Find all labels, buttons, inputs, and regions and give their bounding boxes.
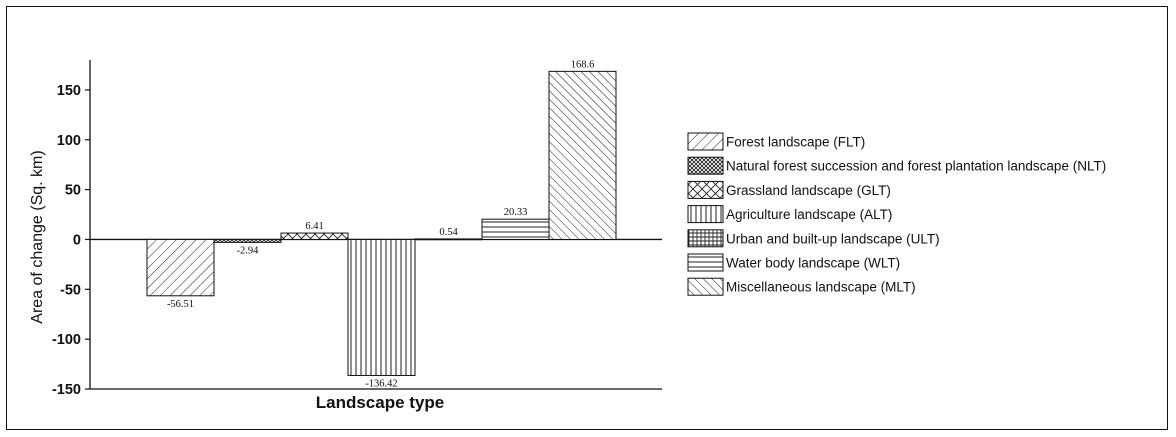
bar-value-label: -56.51 <box>167 299 194 310</box>
y-axis-title: Area of change (Sq. km) <box>29 150 46 323</box>
legend-swatch <box>687 253 724 272</box>
legend-label: Forest landscape (FLT) <box>726 135 865 150</box>
y-tick-label: -100 <box>52 332 81 348</box>
bar <box>414 238 483 241</box>
y-tick-label: 50 <box>65 183 81 199</box>
bar <box>548 70 617 240</box>
bar-value-label: 168.6 <box>571 59 595 70</box>
bar <box>213 238 282 243</box>
legend-swatch <box>687 277 724 296</box>
legend-label: Natural forest succession and forest pla… <box>726 159 1106 174</box>
bar <box>280 232 349 240</box>
legend-label: Miscellaneous landscape (MLT) <box>726 280 916 295</box>
y-tick-label: -150 <box>52 382 81 398</box>
bar <box>146 238 215 297</box>
legend-swatch <box>687 132 724 151</box>
x-axis-title: Landscape type <box>316 393 445 412</box>
legend-swatch <box>687 205 724 224</box>
bar-value-label: 20.33 <box>504 207 528 218</box>
bar-value-label: 0.54 <box>439 227 458 238</box>
legend-swatch <box>687 180 724 199</box>
y-tick-label: 0 <box>73 232 81 248</box>
bar-value-label: -136.42 <box>365 378 397 389</box>
legend-swatch <box>687 156 724 175</box>
y-tick-label: 150 <box>57 83 81 99</box>
bar <box>481 218 550 240</box>
bar-value-label: -2.94 <box>237 245 260 256</box>
legend-label: Urban and built-up landscape (ULT) <box>726 231 940 246</box>
bar-value-label: 6.41 <box>305 221 323 232</box>
legend: Forest landscape (FLT) Natural forest suc… <box>687 132 1106 296</box>
data-labels: -56.51 -2.94 6.41 -136.42 0.54 20.33 168.6 <box>167 59 594 389</box>
bars <box>146 70 617 376</box>
legend-label: Grassland landscape (GLT) <box>726 183 891 198</box>
y-tick-label: 100 <box>57 133 81 149</box>
bar <box>347 238 416 376</box>
legend-label: Agriculture landscape (ALT) <box>726 207 892 222</box>
y-tick-label: -50 <box>60 282 81 298</box>
legend-swatch <box>687 229 724 248</box>
legend-label: Water body landscape (WLT) <box>726 256 900 271</box>
